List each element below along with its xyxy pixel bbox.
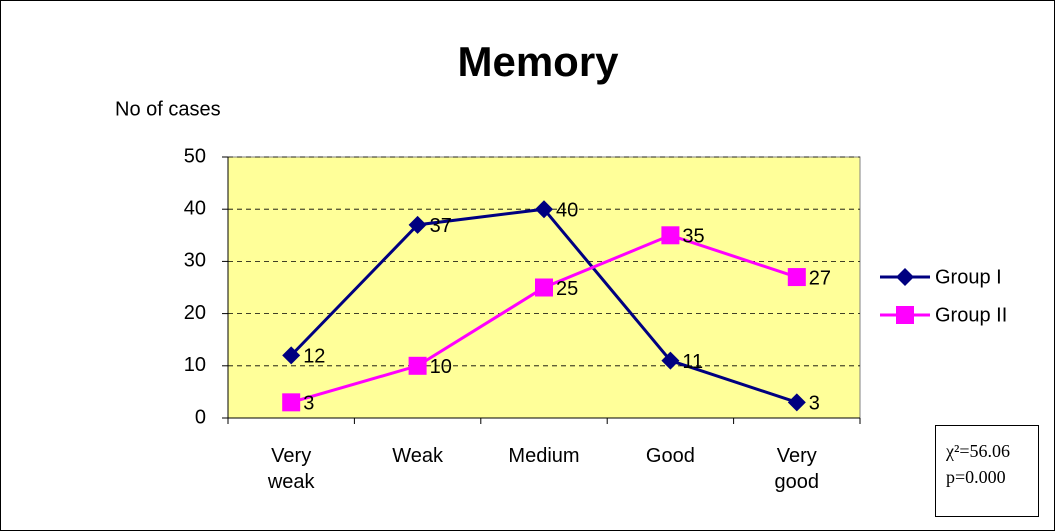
data-label: 25 bbox=[556, 278, 578, 300]
y-tick-label: 50 bbox=[184, 145, 206, 167]
x-tick-label: Good bbox=[645, 445, 695, 467]
y-tick-label: 30 bbox=[184, 250, 206, 272]
marker bbox=[408, 356, 427, 375]
legend-label: Group II bbox=[935, 304, 1007, 326]
annotation: χ²=56.06 bbox=[946, 441, 1011, 461]
x-tick-label: Medium bbox=[508, 445, 580, 467]
marker bbox=[787, 268, 806, 287]
marker bbox=[661, 351, 680, 370]
y-tick-label: 40 bbox=[184, 197, 206, 219]
x-tick-label: Weak bbox=[392, 445, 443, 467]
marker bbox=[896, 306, 914, 324]
data-label: 11 bbox=[682, 351, 703, 373]
data-label: 35 bbox=[682, 226, 704, 248]
marker bbox=[661, 226, 680, 245]
x-tick-label: Very weak bbox=[267, 445, 315, 493]
y-tick-label: 0 bbox=[195, 406, 206, 428]
data-label: 10 bbox=[430, 356, 452, 378]
chart-title: Memory bbox=[457, 38, 619, 85]
marker bbox=[787, 393, 806, 412]
y-axis-label: No of cases bbox=[115, 98, 221, 120]
y-tick-label: 20 bbox=[184, 302, 206, 324]
data-label: 27 bbox=[809, 267, 831, 289]
marker bbox=[896, 268, 914, 286]
marker bbox=[282, 393, 301, 412]
marker bbox=[535, 278, 553, 297]
data-label: 12 bbox=[303, 346, 325, 368]
marker bbox=[535, 200, 553, 219]
legend-label: Group I bbox=[935, 266, 1002, 288]
data-label: 37 bbox=[430, 215, 452, 237]
marker bbox=[408, 215, 427, 234]
x-tick-label: Very good bbox=[774, 445, 820, 493]
marker bbox=[282, 346, 301, 365]
annotation: p=0.000 bbox=[946, 467, 1006, 487]
data-label: 3 bbox=[303, 393, 314, 415]
data-label: 3 bbox=[809, 393, 820, 415]
annotation-box: χ²=56.06 p=0.000 bbox=[935, 425, 1039, 517]
data-label: 40 bbox=[556, 199, 578, 221]
y-tick-label: 10 bbox=[184, 354, 206, 376]
